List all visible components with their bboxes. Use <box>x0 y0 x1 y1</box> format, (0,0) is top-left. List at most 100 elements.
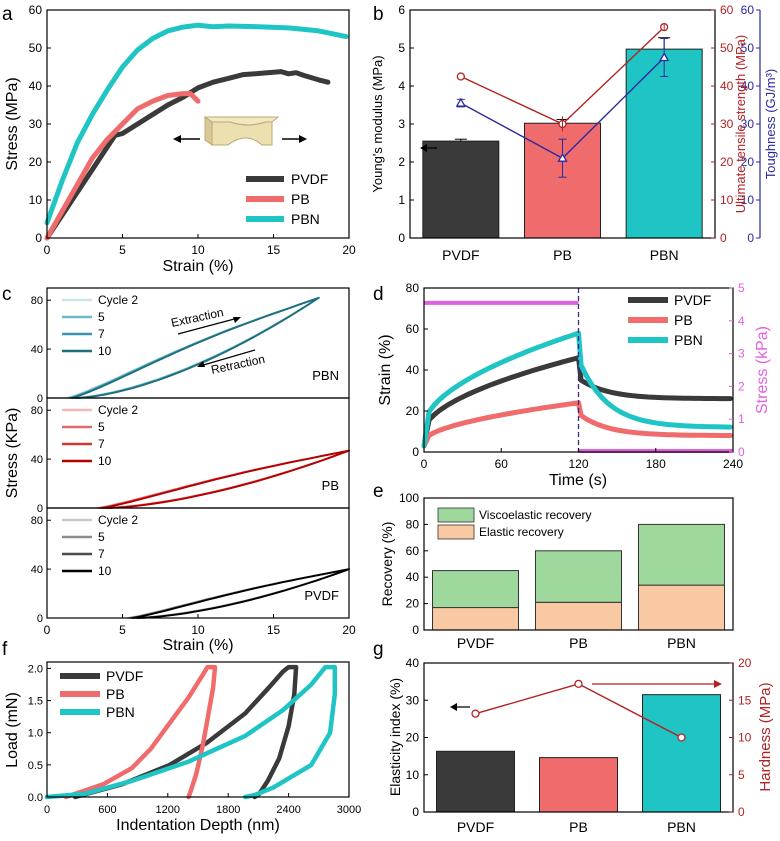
c-xtick-label: 15 <box>267 623 281 637</box>
c-ytick-label: 40 <box>31 564 43 576</box>
c-legend-label: 10 <box>98 454 112 468</box>
f-series-PBN <box>44 664 338 800</box>
e-category-label: PVDF <box>457 635 494 651</box>
a-legend-label: PB <box>291 191 310 207</box>
d-y2-ytick-label: 1 <box>738 412 745 426</box>
b-bar-PVDF <box>422 140 500 239</box>
g-category-label: PBN <box>667 819 696 835</box>
f-ylabel: Load (mN) <box>4 692 21 768</box>
g-ytick-label: 30 <box>406 693 420 707</box>
g-y2-ytick-label: 20 <box>738 656 752 670</box>
e-bar-PVDF-viscoelastic <box>432 570 519 609</box>
b-toughness-point <box>557 152 568 162</box>
g-axis-arrow-right-head <box>714 680 722 688</box>
b-ytick-label: 0 <box>398 231 405 245</box>
g-hardness-point <box>471 709 480 718</box>
f-xtick-label: 1800 <box>216 804 240 816</box>
a-series-PB <box>44 91 201 241</box>
b-ylabel: Young's modulus (MPa) <box>370 55 385 192</box>
d-y2-ytick-label: 5 <box>738 281 745 295</box>
e-legend-label: Viscoelastic recovery <box>479 508 592 522</box>
panel-letter-g: g <box>373 639 384 660</box>
c-xtick-label: 0 <box>44 623 51 637</box>
d-xtick-label: 180 <box>646 457 666 471</box>
g-ylabel: Elasticity index (%) <box>387 678 403 796</box>
c-ytick-label: 80 <box>31 295 43 307</box>
g-hardness-point <box>574 679 583 689</box>
e-ytick-label: 80 <box>406 517 420 531</box>
b-ytick-label: 5 <box>398 41 405 55</box>
f-legend-label: PB <box>106 686 125 702</box>
f-ytick-label: 2.0 <box>28 663 43 675</box>
g-bar-PB <box>539 757 618 813</box>
c-xtick-label: 20 <box>342 623 356 637</box>
b-ytick-label: 1 <box>398 193 405 207</box>
b-toughness-point <box>659 52 670 62</box>
a-ylabel: Stress (MPa) <box>4 77 21 170</box>
c-legend-label: 5 <box>98 420 105 434</box>
c-PB-cycle-4 <box>101 449 350 509</box>
panel-letter-d: d <box>373 284 384 305</box>
a-xlabel: Strain (%) <box>162 258 233 275</box>
b-ytick-label: 3 <box>398 117 405 131</box>
d-y2-ytick-label: 3 <box>738 347 745 361</box>
g-ytick-label: 0 <box>412 805 419 819</box>
a-xtick-label: 0 <box>44 243 51 257</box>
b-y3-tick-label: 40 <box>741 79 755 93</box>
panel-letter-f: f <box>2 639 8 660</box>
c-xtick-label: 10 <box>191 623 205 637</box>
c-legend-label: Cycle 2 <box>98 403 138 417</box>
f-xlabel: Indentation Depth (nm) <box>116 817 280 834</box>
b-y3label: Toughness (GJ/m³) <box>763 69 778 180</box>
c-sample-label: PVDF <box>304 588 339 603</box>
a-legend-label: PVDF <box>291 171 328 187</box>
f-ytick-label: 0.5 <box>28 760 43 772</box>
panel-letter-c: c <box>2 284 12 305</box>
d-ytick-label: 0 <box>412 445 419 459</box>
c-legend-label: 5 <box>98 310 105 324</box>
g-bar-PBN <box>642 694 721 813</box>
d-legend-label: PBN <box>674 332 703 348</box>
a-legend-label: PBN <box>291 211 320 227</box>
d-y2-ytick-label: 4 <box>738 314 745 328</box>
d-legend-label: PB <box>674 312 693 328</box>
c-xlabel: Strain (%) <box>162 637 233 654</box>
c-legend-label: 5 <box>98 530 105 544</box>
c-retraction-arrow <box>199 349 256 367</box>
c-legend-label: 7 <box>98 437 105 451</box>
g-y2-ytick-label: 0 <box>738 805 745 819</box>
g-category-label: PB <box>569 819 588 835</box>
c-ylabel: Stress (KPa) <box>4 408 21 499</box>
a-xtick-label: 10 <box>191 243 205 257</box>
b-ytick-label: 2 <box>398 155 405 169</box>
c-legend-label: 7 <box>98 327 105 341</box>
b-bar-PBN <box>625 48 703 239</box>
c-ytick-label: 0 <box>37 393 43 405</box>
c-ytick-label: 40 <box>31 454 43 466</box>
d-ytick-label: 60 <box>406 322 420 336</box>
panel-letter-e: e <box>373 481 384 502</box>
c-extraction-arrow <box>177 317 239 335</box>
b-y3-tick-label: 20 <box>741 155 755 169</box>
e-ytick-label: 20 <box>406 597 420 611</box>
d-ytick-label: 20 <box>406 404 420 418</box>
c-PBN-cycle-4 <box>71 296 320 399</box>
d-xtick-label: 60 <box>495 457 509 471</box>
c-ytick-label: 0 <box>37 613 43 625</box>
e-category-label: PBN <box>667 635 696 651</box>
e-bar-PB-viscoelastic <box>535 550 622 603</box>
e-bar-PBN-elastic <box>638 584 725 631</box>
f-legend-label: PVDF <box>106 668 143 684</box>
a-xtick-label: 15 <box>267 243 281 257</box>
b-category-label: PVDF <box>442 247 479 263</box>
g-ytick-label: 40 <box>406 656 420 670</box>
b-y3-tick-label: 10 <box>741 193 755 207</box>
c-annotation-extraction: Extraction <box>170 305 225 330</box>
b-toughness-point <box>455 97 466 107</box>
d-y2label: Stress (kPa) <box>754 326 771 414</box>
e-ylabel: Recovery (%) <box>379 522 395 607</box>
c-PB-frame <box>46 397 350 509</box>
b-y2-ytick-label: 60 <box>720 3 734 17</box>
e-ytick-label: 60 <box>406 544 420 558</box>
